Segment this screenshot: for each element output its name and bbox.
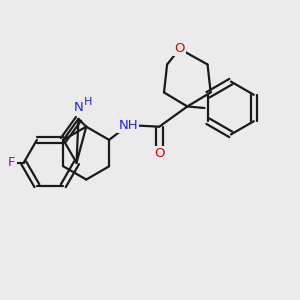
Text: F: F (8, 156, 16, 169)
Text: H: H (84, 97, 92, 107)
Text: NH: NH (118, 118, 138, 132)
Text: N: N (74, 100, 83, 114)
Text: O: O (154, 147, 165, 160)
Text: O: O (174, 42, 185, 56)
